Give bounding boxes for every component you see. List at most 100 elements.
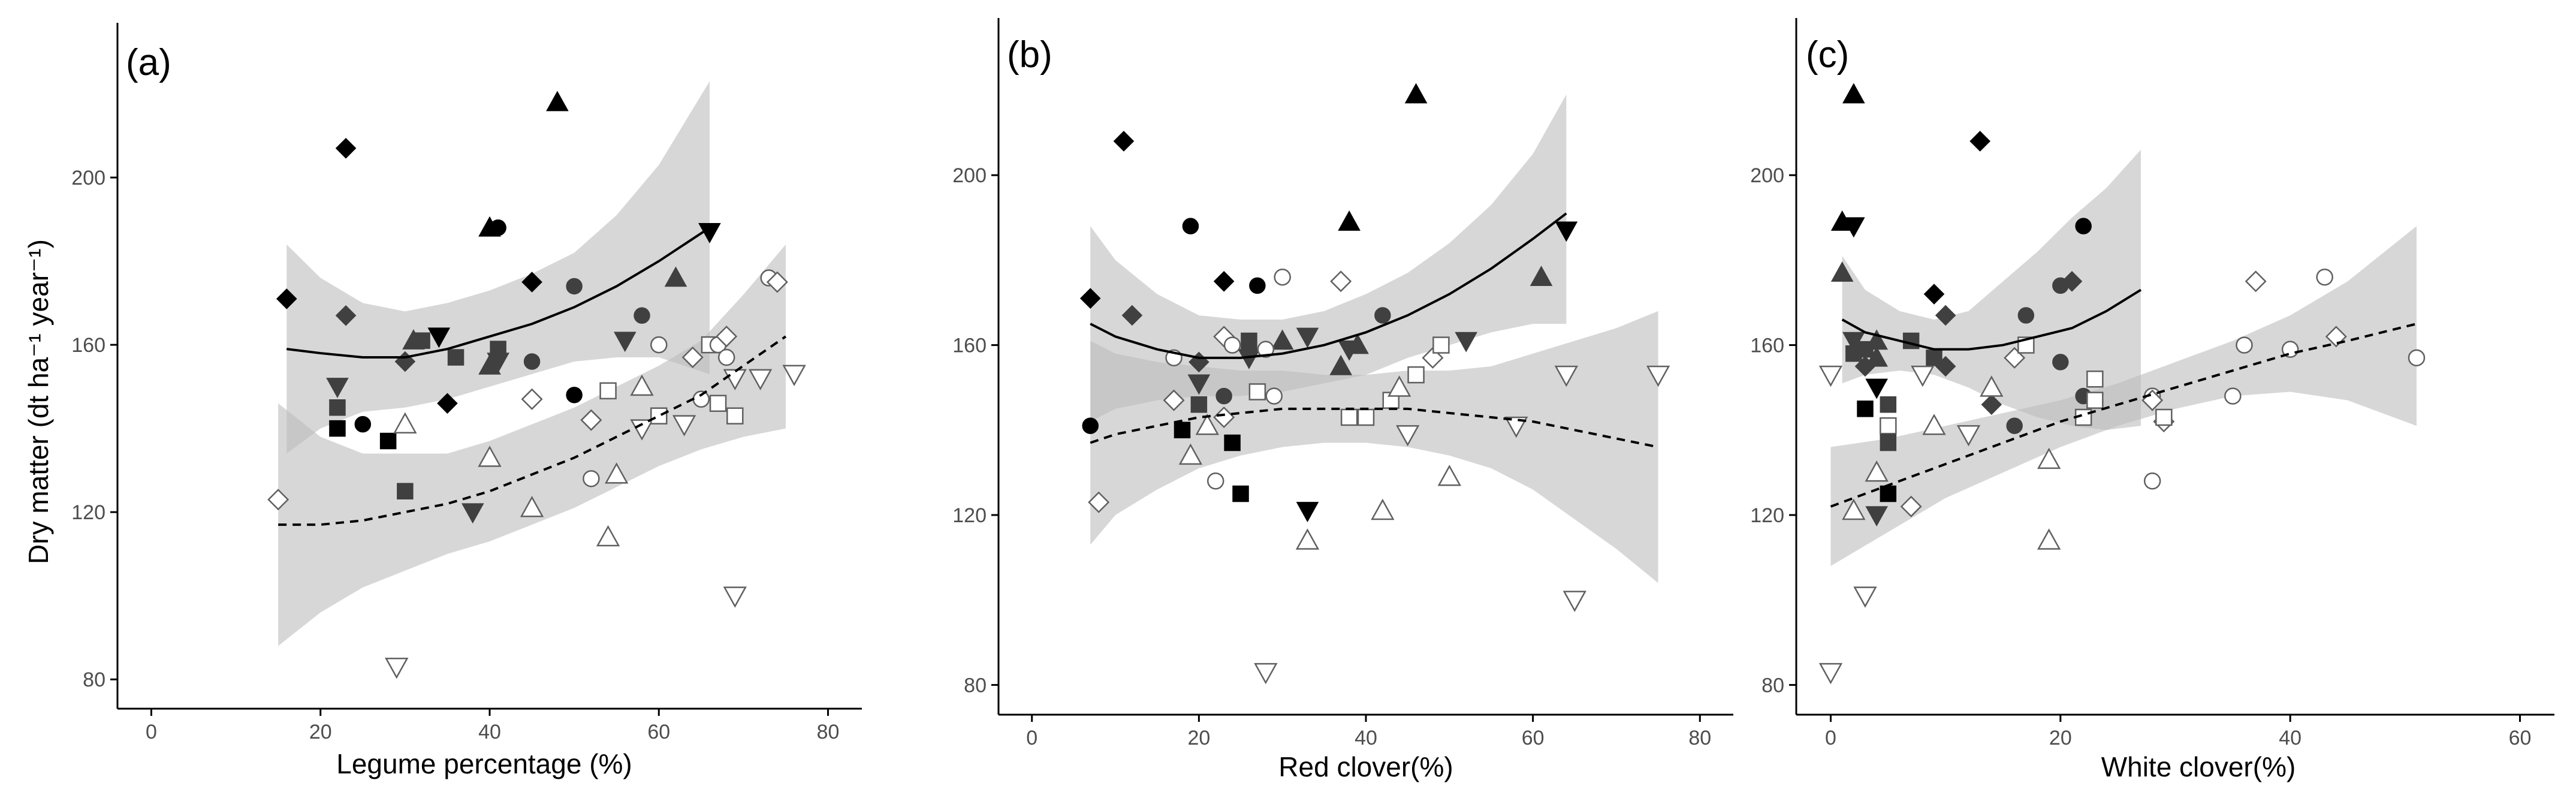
- data-point-square: [726, 407, 744, 424]
- data-point-diamond: [1969, 131, 1990, 152]
- data-point-triangle: [664, 266, 687, 287]
- data-point-triangle-down: [1254, 663, 1278, 685]
- data-point-circle: [650, 336, 668, 354]
- data-point-circle: [2316, 268, 2333, 286]
- data-point-square: [1357, 408, 1375, 426]
- data-point-square: [1857, 401, 1874, 417]
- data-point-diamond: [276, 288, 297, 309]
- data-point-square: [379, 432, 397, 450]
- data-point-triangle: [1195, 414, 1219, 435]
- data-point-circle: [583, 470, 600, 487]
- x-tick-label: 20: [1187, 727, 1210, 749]
- data-point-square: [1224, 434, 1241, 451]
- data-point-triangle: [1295, 528, 1320, 550]
- data-point-diamond: [716, 326, 738, 348]
- data-point-circle: [1215, 387, 1232, 405]
- data-point-square: [650, 407, 668, 424]
- x-tick-label: 80: [1688, 727, 1711, 749]
- data-point-triangle-down: [1296, 502, 1319, 522]
- data-point-triangle-down: [1187, 374, 1211, 395]
- data-point-square: [1880, 417, 1897, 435]
- data-point-triangle-down: [1865, 506, 1888, 527]
- data-point-diamond: [580, 409, 602, 431]
- panel-label: (a): [126, 42, 171, 83]
- data-point-circle: [2281, 341, 2299, 358]
- data-point-square: [1880, 396, 1897, 413]
- data-point-diamond: [1121, 305, 1143, 326]
- data-point-triangle-down: [672, 415, 696, 436]
- data-point-diamond: [267, 489, 289, 511]
- y-tick-label: 200: [952, 164, 987, 187]
- data-point-triangle-down: [1296, 327, 1319, 348]
- data-point-triangle-down: [782, 365, 806, 387]
- data-point-square: [414, 332, 430, 349]
- data-point-square: [1241, 332, 1257, 350]
- data-point-square: [599, 382, 617, 400]
- y-tick-label: 160: [1750, 335, 1784, 357]
- data-point-circle: [1206, 472, 1224, 490]
- data-point-triangle-down: [1842, 217, 1865, 238]
- x-tick-label: 20: [2049, 727, 2072, 749]
- data-point-circle: [2006, 417, 2023, 434]
- data-point-diamond: [1923, 284, 1945, 305]
- confidence-band-solid-fit: [286, 81, 710, 454]
- y-tick-label: 200: [1750, 164, 1784, 187]
- y-tick-label: 120: [1750, 504, 1784, 527]
- data-point-diamond: [335, 137, 357, 159]
- data-point-triangle: [1980, 375, 2004, 397]
- x-axis-title: White clover(%): [2101, 751, 2296, 782]
- x-tick-label: 80: [817, 721, 840, 743]
- data-point-square: [1432, 336, 1450, 354]
- x-tick-label: 60: [647, 721, 670, 743]
- data-point-triangle-down: [1504, 416, 1528, 438]
- data-point-triangle-down: [1853, 586, 1877, 608]
- data-point-circle: [1265, 387, 1283, 405]
- data-point-triangle: [596, 525, 620, 547]
- panel-label: (c): [1806, 34, 1849, 76]
- panel-b: (b) Red clover(%) 80 120 160 200 0 20 40 60 80: [952, 18, 1733, 782]
- data-point-triangle: [1842, 83, 1865, 104]
- data-point-square: [1340, 408, 1358, 426]
- data-point-triangle-down: [1395, 425, 1420, 447]
- data-point-triangle-down: [1238, 349, 1260, 369]
- y-tick-label: 160: [952, 335, 987, 357]
- data-point-triangle-down: [698, 222, 721, 243]
- data-point-triangle: [1371, 498, 1395, 520]
- data-point-square: [1880, 434, 1897, 451]
- data-point-circle: [1182, 218, 1199, 234]
- data-point-circle: [566, 278, 583, 295]
- data-point-circle: [1082, 417, 1099, 434]
- data-point-square: [2086, 371, 2104, 388]
- data-point-square: [329, 399, 346, 416]
- data-point-triangle: [1865, 346, 1888, 367]
- data-point-triangle: [1338, 210, 1361, 231]
- data-point-diamond: [1900, 495, 1922, 517]
- data-point-triangle: [1842, 498, 1866, 520]
- data-point-square: [447, 349, 464, 366]
- data-point-triangle: [1178, 443, 1203, 465]
- data-point-square: [1248, 383, 1266, 401]
- data-point-triangle: [1404, 83, 1428, 104]
- y-tick-label: 200: [71, 167, 105, 189]
- data-point-circle: [490, 219, 506, 236]
- data-point-triangle-down: [1455, 332, 1478, 353]
- data-point-circle: [2017, 307, 2035, 324]
- data-point-triangle-down: [613, 332, 637, 353]
- data-point-triangle: [1387, 375, 1411, 397]
- data-point-triangle-down: [630, 419, 654, 441]
- panel-c: (c) White clover(%) 80 120 160 200 0 20 40 60: [1750, 18, 2554, 782]
- x-tick-label: 40: [2279, 727, 2301, 749]
- data-point-triangle: [1271, 329, 1294, 350]
- confidence-band-dashed-fit: [278, 244, 786, 646]
- fit-line-dashed: [1090, 407, 1659, 448]
- data-point-triangle-down: [723, 586, 747, 608]
- confidence-band-dashed-fit: [1090, 311, 1658, 583]
- x-axis-title: Red clover(%): [1278, 751, 1453, 782]
- data-point-square: [2086, 392, 2104, 409]
- y-tick-label: 80: [1761, 674, 1784, 697]
- fit-line-dashed: [278, 335, 787, 526]
- data-point-diamond: [521, 388, 543, 410]
- data-point-diamond: [1113, 131, 1135, 152]
